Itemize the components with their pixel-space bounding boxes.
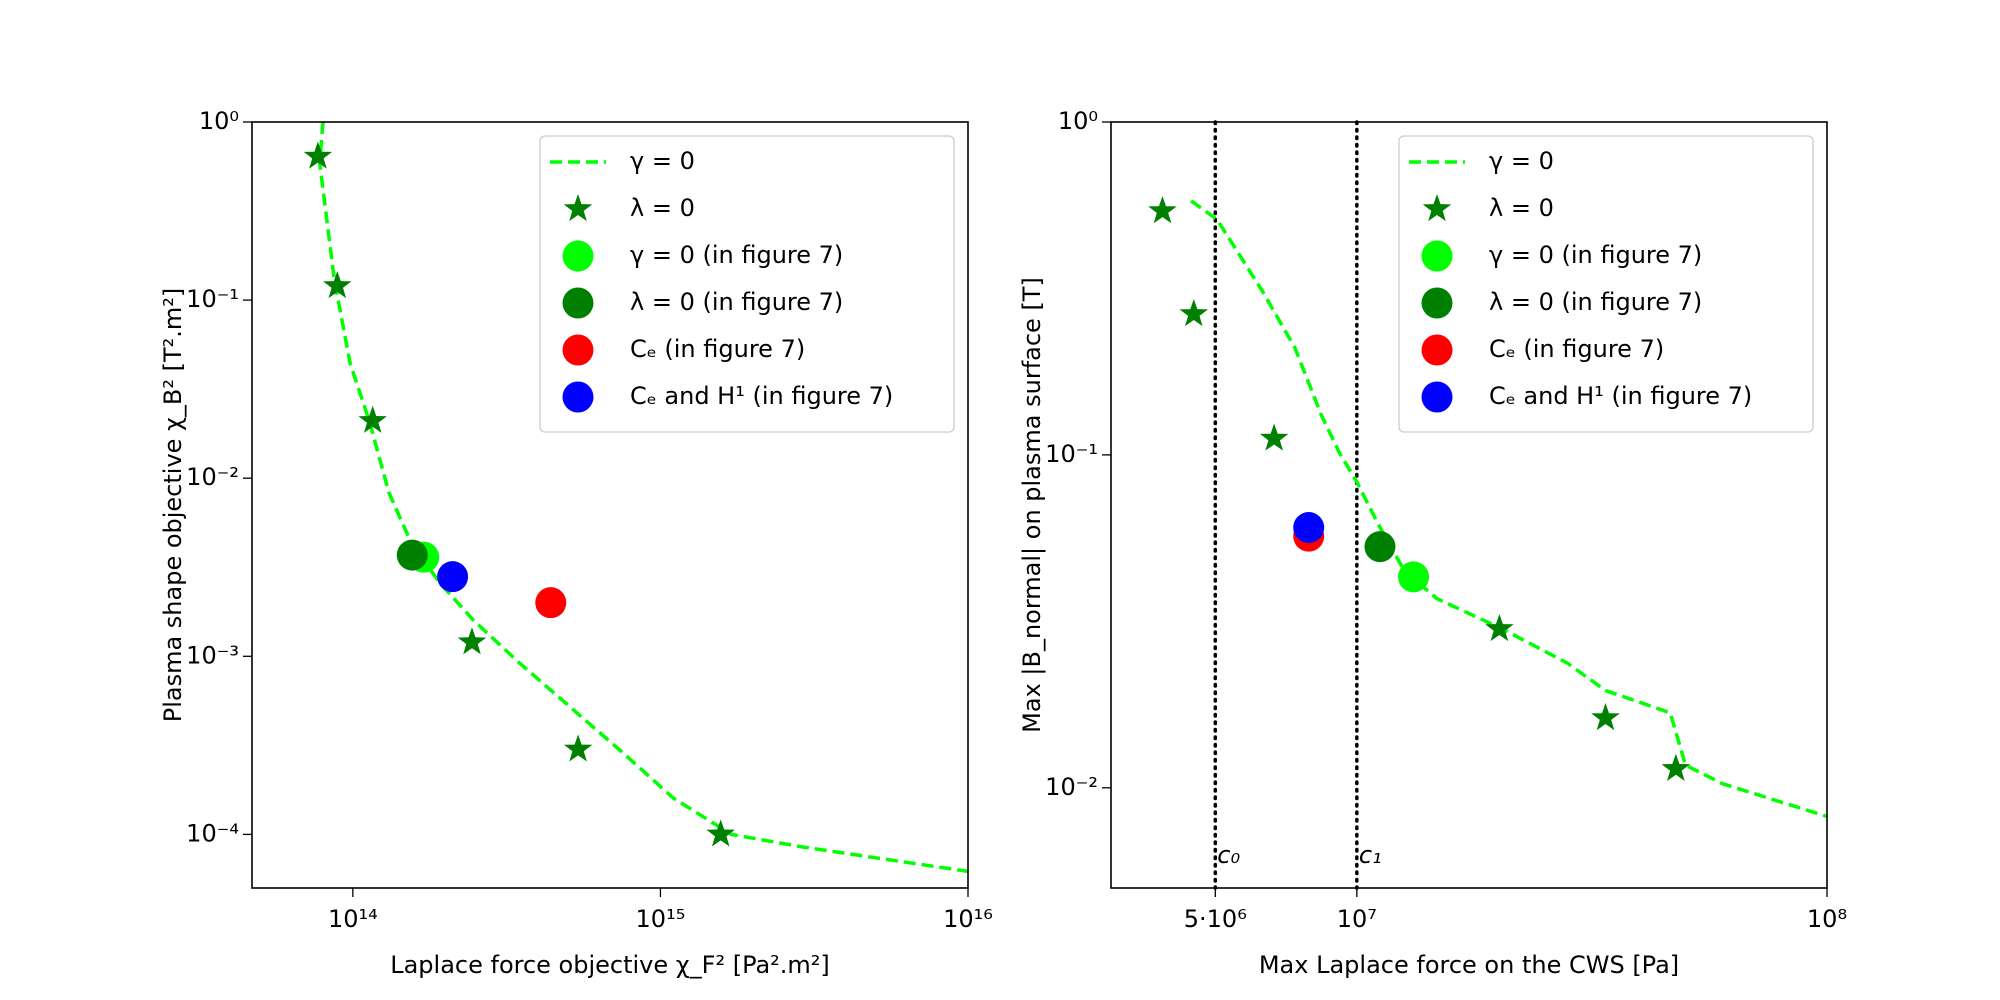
legend-box bbox=[1398, 135, 1814, 433]
legend-swatch bbox=[1421, 240, 1453, 272]
y-tick-label: 10⁰ bbox=[1058, 107, 1098, 135]
circle-marker bbox=[535, 587, 567, 619]
legend-label: Cₑ (in figure 7) bbox=[630, 335, 805, 363]
legend-box bbox=[539, 135, 955, 433]
axes-frame bbox=[1110, 121, 1828, 889]
y-axis-label: Max |B_normal| on plasma surface [T] bbox=[1018, 277, 1046, 733]
legend-label: γ = 0 (in figure 7) bbox=[1489, 241, 1702, 269]
legend: γ = 0 λ = 0 γ = 0 (in figure 7) λ = 0 (in f… bbox=[539, 135, 955, 433]
legend-swatch bbox=[1421, 381, 1453, 413]
legend-swatch bbox=[562, 381, 594, 413]
legend-label: Cₑ and H¹ (in figure 7) bbox=[1489, 382, 1752, 410]
circle-marker bbox=[1398, 561, 1430, 593]
x-tick-label: 5·10⁶ bbox=[1184, 905, 1247, 933]
y-tick-label: 10⁻³ bbox=[186, 641, 239, 669]
star-marker bbox=[457, 627, 487, 655]
legend-swatch bbox=[562, 240, 594, 272]
legend-label: γ = 0 bbox=[630, 147, 695, 175]
star-marker bbox=[323, 271, 352, 299]
y-tick-label: 10⁻² bbox=[1045, 773, 1098, 801]
circle-marker bbox=[1364, 531, 1396, 563]
circle-marker bbox=[396, 539, 428, 571]
star-marker bbox=[1591, 703, 1620, 731]
x-tick-label: 10⁸ bbox=[1807, 905, 1847, 933]
legend-label: λ = 0 (in figure 7) bbox=[1489, 288, 1702, 316]
legend-label: λ = 0 bbox=[630, 194, 695, 222]
x-tick-label: 10¹⁶ bbox=[943, 905, 993, 933]
line bbox=[317, 122, 968, 874]
y-tick-label: 10⁻¹ bbox=[186, 285, 239, 313]
legend-swatch bbox=[1421, 287, 1453, 319]
x-tick-label: 10¹⁵ bbox=[636, 905, 686, 933]
star-marker bbox=[706, 819, 735, 847]
legend-swatch bbox=[562, 334, 594, 366]
legend: γ = 0 λ = 0 γ = 0 (in figure 7) λ = 0 (in f… bbox=[1398, 135, 1814, 433]
legend-label: λ = 0 (in figure 7) bbox=[630, 288, 843, 316]
x-tick-label: 10⁷ bbox=[1337, 905, 1377, 933]
legend-label: γ = 0 (in figure 7) bbox=[630, 241, 843, 269]
x-axis-label: Laplace force objective χ_F² [Pa².m²] bbox=[390, 951, 830, 979]
panel: 5·10⁶ 10⁷ 10⁸ 10⁰ 10⁻¹ 10⁻² Max Laplace force … bbox=[1018, 107, 1847, 979]
panel: 10¹⁴ 10¹⁵ 10¹⁶ 10⁰ 10⁻¹ 10⁻² 10⁻³ 10⁻⁴ Laplace f… bbox=[159, 107, 993, 979]
reference-label: c₁ bbox=[1359, 841, 1382, 869]
legend-swatch bbox=[1421, 334, 1453, 366]
star-marker bbox=[1485, 614, 1514, 642]
star-marker bbox=[1179, 299, 1209, 327]
star-marker bbox=[563, 734, 593, 762]
axes-frame bbox=[251, 121, 969, 889]
legend-swatch bbox=[563, 194, 593, 222]
star-marker bbox=[1661, 753, 1691, 781]
legend-label: γ = 0 bbox=[1489, 147, 1554, 175]
legend-label: λ = 0 bbox=[1489, 194, 1554, 222]
star-marker bbox=[1148, 196, 1177, 224]
y-tick-label: 10⁻¹ bbox=[1045, 440, 1098, 468]
legend-label: Cₑ and H¹ (in figure 7) bbox=[630, 382, 893, 410]
x-tick-label: 10¹⁴ bbox=[328, 905, 378, 933]
y-tick-label: 10⁰ bbox=[199, 107, 239, 135]
legend-swatch bbox=[1422, 194, 1452, 222]
y-axis-label: Plasma shape objective χ_B² [T².m²] bbox=[159, 288, 187, 723]
y-tick-label: 10⁻² bbox=[186, 463, 239, 491]
star-marker bbox=[358, 405, 387, 433]
legend-swatch bbox=[562, 287, 594, 319]
star-marker bbox=[303, 141, 333, 169]
reference-label: c₀ bbox=[1217, 841, 1240, 869]
circle-marker bbox=[1293, 512, 1325, 544]
x-axis-label: Max Laplace force on the CWS [Pa] bbox=[1259, 951, 1679, 979]
y-tick-label: 10⁻⁴ bbox=[186, 819, 239, 847]
star-marker bbox=[1259, 423, 1289, 451]
circle-marker bbox=[437, 561, 469, 593]
legend-label: Cₑ (in figure 7) bbox=[1489, 335, 1664, 363]
